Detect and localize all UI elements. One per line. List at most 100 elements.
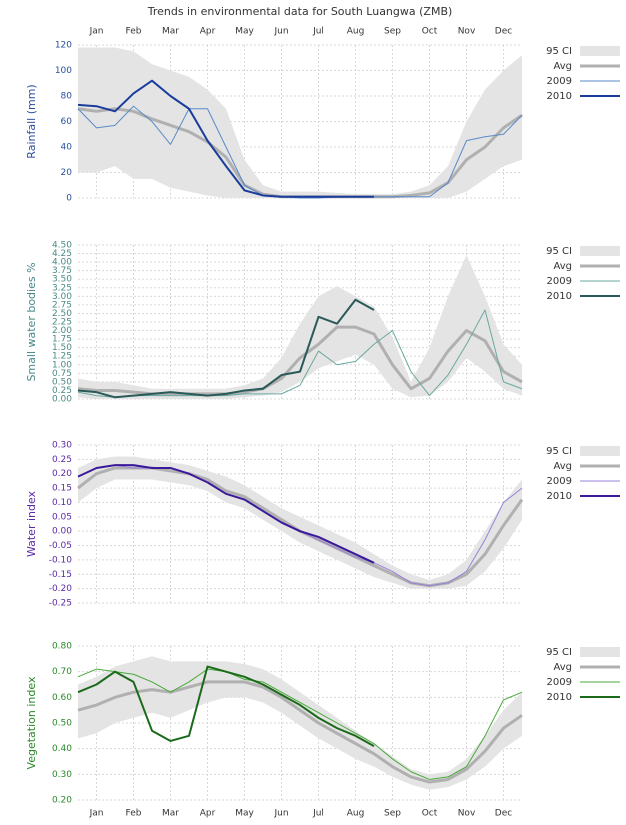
y-tick-label: 0.60 xyxy=(52,693,72,703)
legend-swatch xyxy=(580,46,620,56)
y-tick-label: 0.00 xyxy=(52,395,72,405)
x-tick-label: Sep xyxy=(384,809,401,819)
x-tick-label: Jun xyxy=(273,27,288,37)
series-line xyxy=(77,79,374,198)
y-axis-label: Water index xyxy=(25,490,38,557)
legend-label: 95 CI xyxy=(546,46,572,57)
ci-band xyxy=(78,47,522,198)
series-line xyxy=(77,665,375,747)
x-tick-label: Apr xyxy=(200,27,216,37)
y-tick-label: 2.75 xyxy=(52,300,72,310)
legend-label: 2010 xyxy=(547,291,572,302)
x-tick-label: Aug xyxy=(347,809,365,819)
y-tick-label: 0.25 xyxy=(52,455,72,465)
series-line xyxy=(77,464,375,564)
y-tick-label: 0.75 xyxy=(52,369,72,379)
x-tick-label: May xyxy=(235,27,254,37)
y-tick-label: 80 xyxy=(61,92,73,102)
series-line xyxy=(77,298,375,399)
y-axis-label: Vegetation index xyxy=(25,676,38,769)
x-tick-label: Jan xyxy=(89,809,104,819)
y-tick-label: 0.30 xyxy=(52,441,72,451)
y-tick-label: 0.70 xyxy=(52,667,72,677)
y-tick-label: 4.50 xyxy=(52,241,72,251)
y-tick-label: 20 xyxy=(61,168,73,178)
y-tick-label: 0.30 xyxy=(52,770,72,780)
legend-swatch xyxy=(580,446,620,456)
y-tick-label: 4.25 xyxy=(52,249,72,259)
x-tick-label: Aug xyxy=(347,27,365,37)
x-tick-label: Mar xyxy=(162,809,179,819)
legend-swatch xyxy=(580,647,620,657)
legend-label: 2009 xyxy=(547,76,572,87)
y-tick-label: 0.50 xyxy=(52,377,72,387)
x-tick-label: Jun xyxy=(273,809,288,819)
y-axis-label: Rainfall (mm) xyxy=(25,84,38,158)
chart-title: Trends in environmental data for South L… xyxy=(147,5,453,18)
x-tick-label: Oct xyxy=(422,27,438,37)
legend-swatch xyxy=(580,246,620,256)
legend-label: 95 CI xyxy=(546,246,572,257)
y-tick-label: 0.05 xyxy=(52,512,72,522)
x-tick-label: Feb xyxy=(126,27,142,37)
legend-label: 2009 xyxy=(547,677,572,688)
y-tick-label: 3.25 xyxy=(52,283,72,293)
y-tick-label: 2.25 xyxy=(52,318,72,328)
y-tick-label: -0.25 xyxy=(49,599,72,609)
legend-label: Avg xyxy=(553,662,572,673)
y-tick-label: 0.15 xyxy=(52,484,72,494)
y-tick-label: 3.00 xyxy=(52,292,72,302)
y-tick-label: 0.80 xyxy=(52,642,72,652)
y-tick-label: 1.50 xyxy=(52,343,72,353)
x-tick-label: Feb xyxy=(126,809,142,819)
x-tick-label: Nov xyxy=(458,27,476,37)
y-tick-label: 100 xyxy=(55,66,72,76)
y-tick-label: 60 xyxy=(61,117,73,127)
legend-label: 95 CI xyxy=(546,446,572,457)
x-tick-label: Jul xyxy=(312,809,324,819)
y-tick-label: -0.05 xyxy=(49,541,72,551)
y-axis-label: Small water bodies % xyxy=(25,262,38,381)
y-tick-label: -0.20 xyxy=(49,584,73,594)
x-tick-label: Jul xyxy=(312,27,324,37)
y-tick-label: 0.20 xyxy=(52,796,72,806)
x-tick-label: Dec xyxy=(495,809,512,819)
y-tick-label: 4.00 xyxy=(52,258,72,268)
legend-label: 95 CI xyxy=(546,647,572,658)
x-tick-label: Sep xyxy=(384,27,401,37)
series-line xyxy=(77,309,523,398)
x-tick-label: Jan xyxy=(89,27,104,37)
y-tick-label: 0.20 xyxy=(52,469,72,479)
ci-band xyxy=(78,456,522,589)
y-tick-label: -0.10 xyxy=(49,555,73,565)
legend-label: 2009 xyxy=(547,276,572,287)
x-tick-label: Mar xyxy=(162,27,179,37)
y-tick-label: 120 xyxy=(55,41,72,51)
y-tick-label: 1.00 xyxy=(52,360,72,370)
y-tick-label: 1.25 xyxy=(52,352,72,362)
ci-band xyxy=(78,656,522,790)
legend-label: 2010 xyxy=(547,491,572,502)
y-tick-label: 2.50 xyxy=(52,309,72,319)
series-line xyxy=(77,680,523,784)
y-tick-label: 0.10 xyxy=(52,498,72,508)
series-line xyxy=(77,668,523,780)
x-tick-label: Dec xyxy=(495,27,512,37)
x-tick-label: Apr xyxy=(200,809,216,819)
legend-label: 2010 xyxy=(547,91,572,102)
series-line xyxy=(77,105,523,199)
y-tick-label: 2.00 xyxy=(52,326,72,336)
legend-label: Avg xyxy=(553,461,572,472)
ci-band xyxy=(78,255,522,399)
y-tick-label: 0.50 xyxy=(52,719,72,729)
y-tick-label: 1.75 xyxy=(52,335,72,345)
x-tick-label: Nov xyxy=(458,809,476,819)
x-tick-label: Oct xyxy=(422,809,438,819)
legend-label: 2009 xyxy=(547,476,572,487)
y-tick-label: -0.15 xyxy=(49,570,72,580)
legend-label: Avg xyxy=(553,61,572,72)
y-tick-label: 0.40 xyxy=(52,744,72,754)
y-tick-label: 3.75 xyxy=(52,266,72,276)
x-tick-label: May xyxy=(235,809,254,819)
